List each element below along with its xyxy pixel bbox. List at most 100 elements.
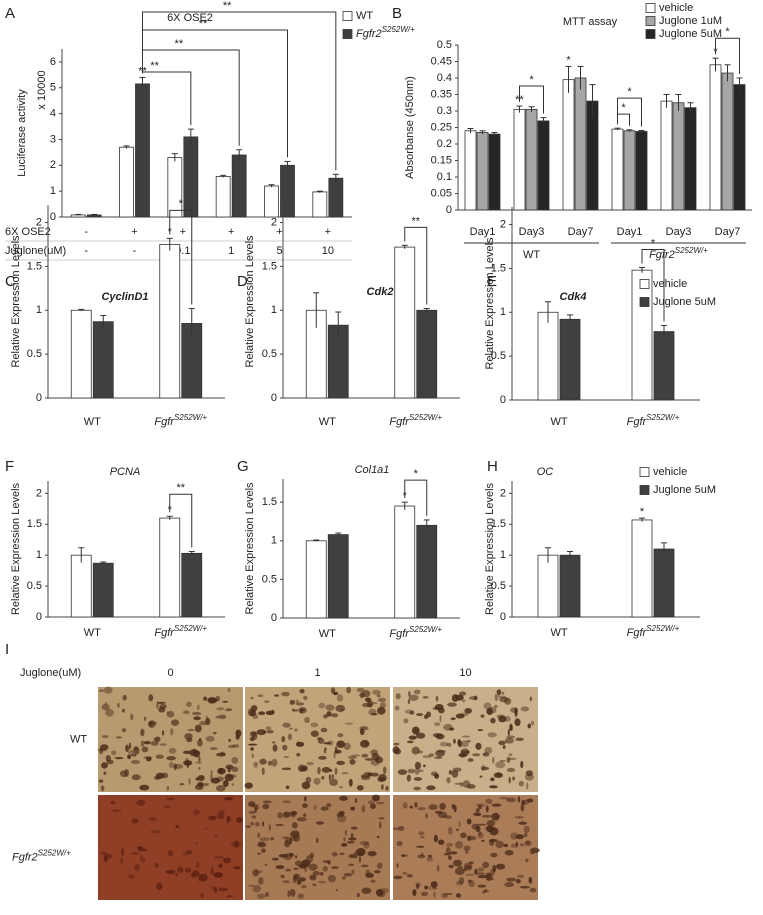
stain-spot: [199, 720, 208, 726]
panel-letter: D: [237, 273, 248, 290]
y-tick-label: 1: [500, 306, 506, 318]
stain-spot: [193, 716, 201, 721]
stain-spot: [154, 736, 161, 742]
stain-spot: [336, 740, 346, 748]
stain-spot: [325, 704, 335, 711]
legend-label: vehicle: [653, 466, 687, 478]
significance: *: [529, 74, 534, 86]
stain-spot: [347, 863, 355, 866]
stain-spot: [310, 722, 319, 728]
stain-spot: [447, 826, 453, 835]
stain-spot: [485, 805, 489, 813]
stain-spot: [480, 766, 490, 771]
error-bar: [139, 76, 146, 91]
stain-spot: [375, 888, 384, 897]
stain-spot: [529, 847, 540, 854]
stain-spot: [530, 720, 535, 726]
legend-label: vehicle: [659, 2, 693, 14]
stain-spot: [365, 872, 374, 878]
stain-spot: [244, 782, 253, 789]
stain-spot: [520, 760, 524, 769]
stain-image: [97, 686, 243, 792]
stain-spot: [131, 818, 139, 824]
stain-image: [392, 795, 540, 900]
stain-image: [392, 687, 538, 792]
stain-spot: [368, 708, 377, 716]
bar: [183, 136, 199, 218]
stain-spot: [231, 757, 239, 764]
stain-spot: [158, 707, 166, 713]
y-tick-label: 0.5: [491, 580, 506, 592]
bar: [159, 517, 181, 618]
significance-bracket: [404, 479, 428, 516]
legend-swatch: [645, 16, 656, 26]
stain-spot: [528, 876, 533, 884]
y-tick-label: 0.15: [431, 154, 452, 166]
error-bar: [491, 131, 498, 136]
stain-spot: [312, 871, 321, 876]
stain-spot: [525, 770, 534, 777]
stain-image: [98, 795, 243, 900]
stain-spot: [482, 752, 490, 757]
stain-spot: [439, 802, 446, 811]
stain-spot: [510, 832, 518, 840]
y-axis-label: Luciferase activity: [16, 89, 28, 177]
significance: **: [175, 38, 184, 50]
stain-spot: [205, 717, 211, 726]
error-bar: [423, 519, 430, 531]
stain-spot: [210, 886, 216, 890]
stain-spot: [339, 852, 345, 856]
stain-spot: [370, 713, 378, 716]
stain-spot: [306, 761, 314, 766]
stain-spot: [422, 696, 429, 699]
stain-spot: [519, 885, 530, 889]
stain-spot: [432, 733, 443, 738]
error-bar: [166, 237, 173, 251]
stain-spot: [370, 749, 378, 756]
y-tick-label: 2: [36, 216, 42, 228]
stain-spot: [171, 719, 180, 726]
stain-spot: [210, 770, 213, 774]
bar: [92, 562, 114, 618]
bar: [92, 321, 114, 399]
stain-spot: [347, 755, 357, 759]
stain-spot: [487, 732, 497, 738]
stain-spot: [122, 694, 127, 701]
stain-spot: [258, 877, 264, 885]
legend-swatch: [639, 467, 650, 477]
group-label-base: Fgfr2: [649, 249, 675, 261]
stain-spot: [417, 854, 426, 859]
stain-spot: [380, 784, 384, 790]
stain-spot: [222, 700, 229, 703]
stain-spot: [128, 742, 132, 750]
stain-spot: [336, 812, 340, 818]
stain-spot: [222, 780, 229, 788]
stain-spot: [332, 691, 339, 696]
stain-spot: [392, 827, 400, 831]
stain-spot: [323, 741, 332, 745]
x-tick-label-base: Fgfr: [154, 627, 175, 639]
legend-swatch: [342, 29, 353, 39]
stain-spot: [343, 873, 353, 877]
stain-spot: [245, 825, 252, 829]
error-bar: [545, 547, 551, 563]
stain-spot: [490, 852, 498, 858]
stain-spot: [461, 735, 470, 738]
stain-spot: [475, 742, 482, 750]
significance-bracket: [142, 11, 337, 171]
stain-spot: [455, 713, 465, 719]
stain-spot: [371, 794, 380, 802]
legend-swatch: [639, 297, 650, 307]
stain-spot: [143, 740, 151, 745]
stain-spot: [504, 850, 514, 856]
stain-spot: [464, 750, 470, 754]
stain-spot: [317, 766, 321, 775]
stain-spot: [287, 733, 293, 741]
stain-spot: [106, 759, 114, 765]
stain-spot: [414, 761, 422, 770]
stain-spot: [320, 871, 324, 876]
y-tick-label: 3: [50, 133, 56, 145]
stain-spot: [417, 807, 426, 811]
stain-spot: [250, 731, 257, 734]
image-background: [98, 687, 243, 792]
